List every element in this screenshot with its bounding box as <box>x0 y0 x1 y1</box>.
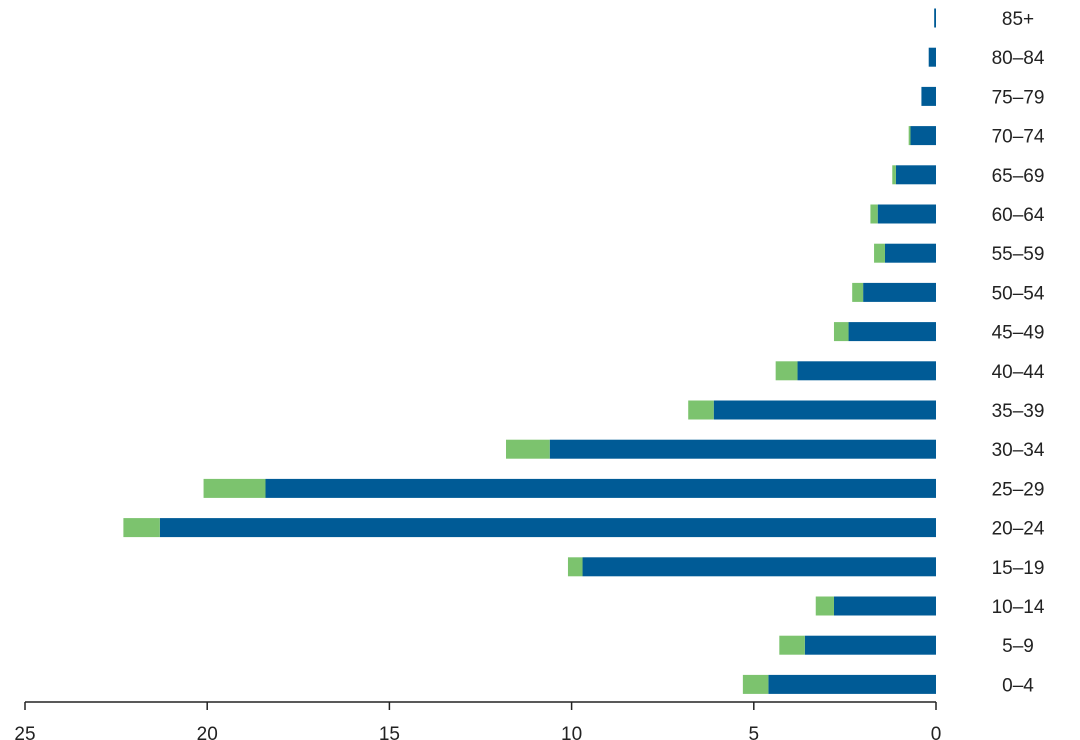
bar-segment-20-24-series-1 <box>159 518 936 538</box>
bar-segment-25-29-series-2 <box>203 478 266 498</box>
bar-segment-50-54-series-2 <box>852 282 864 302</box>
bar-segment-60-64-series-2 <box>870 204 878 224</box>
category-label-25-29: 25–29 <box>992 479 1045 500</box>
bar-segment-70-74-series-2 <box>908 126 911 146</box>
bar-segment-5-9-series-1 <box>804 635 936 655</box>
bar-segment-40-44-series-2 <box>775 361 798 381</box>
category-label-50-54: 50–54 <box>992 283 1045 304</box>
bar-segment-55-59-series-1 <box>884 243 936 263</box>
x-tick-label-20: 20 <box>197 724 218 740</box>
category-label-80-84: 80–84 <box>992 48 1045 69</box>
category-label-75-79: 75–79 <box>992 87 1045 108</box>
bar-segment-85-series-1 <box>934 8 936 28</box>
category-label-15-19: 15–19 <box>992 558 1045 579</box>
bar-segment-15-19-series-2 <box>567 557 583 577</box>
bar-segment-20-24-series-2 <box>123 518 160 538</box>
bar-segment-55-59-series-2 <box>874 243 885 263</box>
category-label-85: 85+ <box>1002 9 1034 30</box>
bar-segment-60-64-series-1 <box>877 204 936 224</box>
bars-layer <box>123 8 936 694</box>
bar-segment-30-34-series-2 <box>506 439 550 459</box>
bar-segment-80-84-series-1 <box>928 47 936 67</box>
category-label-0-4: 0–4 <box>1002 675 1034 696</box>
bar-segment-35-39-series-2 <box>688 400 714 420</box>
bar-segment-15-19-series-1 <box>582 557 936 577</box>
x-tick-label-5: 5 <box>749 724 760 740</box>
category-label-20-24: 20–24 <box>992 519 1045 540</box>
bar-segment-40-44-series-1 <box>797 361 936 381</box>
category-label-35-39: 35–39 <box>992 401 1045 422</box>
category-label-45-49: 45–49 <box>992 323 1045 344</box>
x-tick-label-25: 25 <box>14 724 35 740</box>
category-label-10-14: 10–14 <box>992 597 1045 618</box>
category-label-30-34: 30–34 <box>992 440 1045 461</box>
bar-segment-70-74-series-1 <box>910 126 936 146</box>
bar-segment-45-49-series-2 <box>833 322 849 342</box>
bar-segment-30-34-series-1 <box>549 439 936 459</box>
bar-segment-75-79-series-1 <box>921 86 936 106</box>
category-label-55-59: 55–59 <box>992 244 1045 265</box>
category-label-5-9: 5–9 <box>1002 636 1034 657</box>
bar-segment-10-14-series-2 <box>815 596 834 616</box>
x-tick-label-0: 0 <box>931 724 942 740</box>
bar-segment-50-54-series-1 <box>863 282 936 302</box>
category-label-70-74: 70–74 <box>992 127 1045 148</box>
category-label-60-64: 60–64 <box>992 205 1045 226</box>
bar-segment-0-4-series-1 <box>768 674 936 694</box>
x-tick-label-10: 10 <box>561 724 582 740</box>
bar-segment-5-9-series-2 <box>779 635 805 655</box>
bar-segment-45-49-series-1 <box>848 322 936 342</box>
bar-segment-65-69-series-1 <box>895 165 936 185</box>
bar-segment-35-39-series-1 <box>713 400 936 420</box>
x-axis: 25 20 15 10 5 0 <box>14 701 942 740</box>
category-label-65-69: 65–69 <box>992 166 1045 187</box>
category-labels: 0–4 5–9 10–14 15–19 20–24 25–29 30–34 35–39 40–4… <box>992 9 1045 696</box>
bar-segment-0-4-series-2 <box>742 674 769 694</box>
bar-segment-25-29-series-1 <box>265 478 936 498</box>
bar-segment-65-69-series-2 <box>892 165 896 185</box>
bar-segment-10-14-series-1 <box>833 596 936 616</box>
x-tick-label-15: 15 <box>379 724 400 740</box>
category-label-40-44: 40–44 <box>992 362 1045 383</box>
